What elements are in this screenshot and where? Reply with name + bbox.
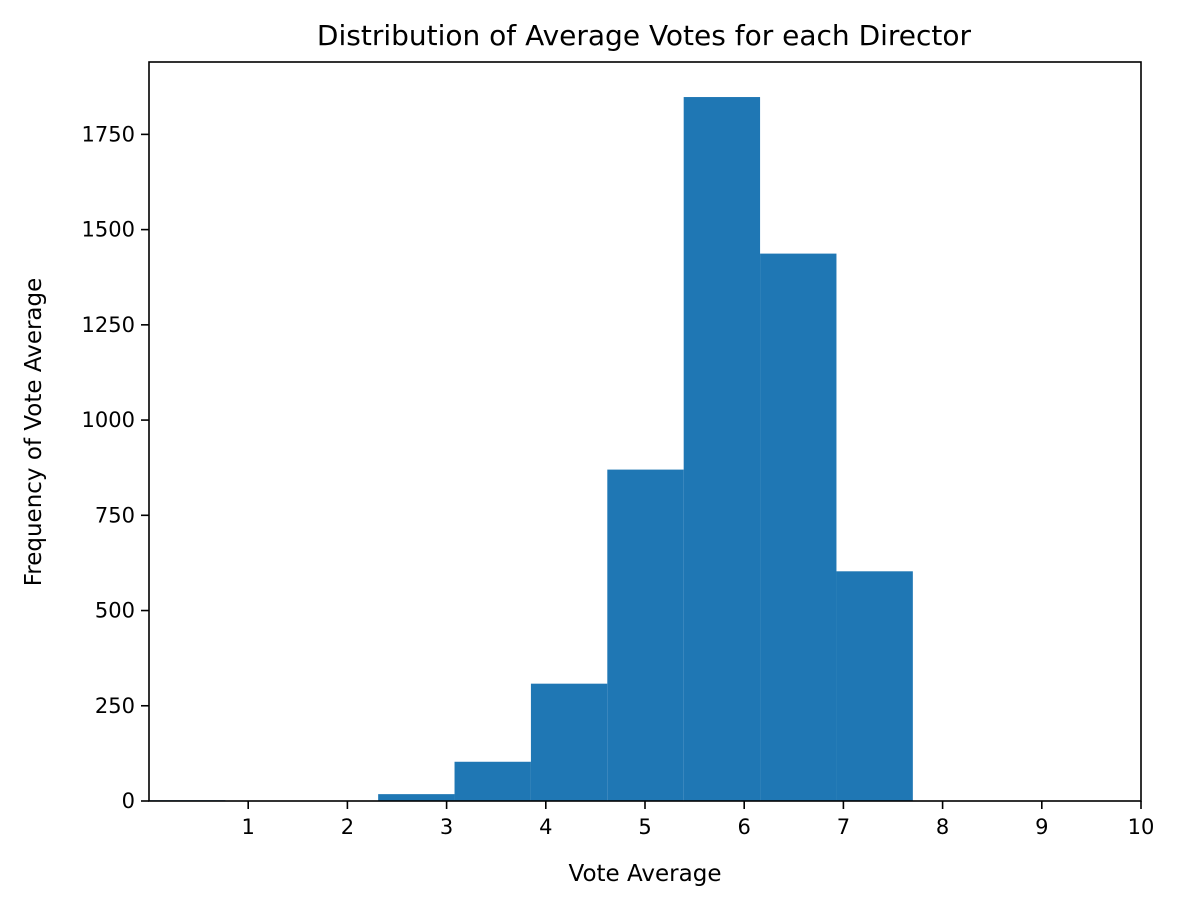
y-tick-label: 1750 (82, 122, 135, 146)
y-tick-label: 1500 (82, 218, 135, 242)
bars-group (149, 97, 913, 802)
x-tick-label: 5 (638, 815, 651, 839)
y-tick-label: 1250 (82, 313, 135, 337)
y-axis-label: Frequency of Vote Average (21, 278, 47, 587)
histogram-bar (607, 469, 684, 801)
x-tick-label: 3 (440, 815, 453, 839)
x-tick-label: 4 (539, 815, 552, 839)
histogram-bar (836, 571, 913, 801)
y-axis-ticks: 0 250 500 750 1000 1250 1500 1750 (82, 122, 149, 813)
x-tick-label: 6 (738, 815, 751, 839)
y-tick-label: 500 (95, 599, 135, 623)
histogram-bar (378, 794, 455, 801)
histogram-bar (530, 683, 608, 801)
histogram-bar (760, 253, 837, 802)
y-tick-label: 1000 (82, 408, 135, 432)
x-tick-label: 8 (936, 815, 949, 839)
histogram-bar (454, 761, 531, 801)
x-tick-label: 9 (1035, 815, 1048, 839)
chart-title: Distribution of Average Votes for each D… (317, 19, 972, 52)
x-tick-label: 7 (837, 815, 850, 839)
x-tick-label: 2 (341, 815, 354, 839)
x-tick-label: 1 (242, 815, 255, 839)
y-tick-label: 750 (95, 503, 135, 527)
x-axis-ticks: 1 2 3 4 5 6 7 8 9 10 (242, 801, 1155, 839)
plot-frame (148, 61, 1142, 802)
x-tick-label: 10 (1128, 815, 1155, 839)
x-axis-label: Vote Average (569, 861, 722, 887)
y-tick-label: 0 (122, 789, 135, 813)
y-tick-label: 250 (95, 694, 135, 718)
histogram-bar (683, 97, 761, 802)
